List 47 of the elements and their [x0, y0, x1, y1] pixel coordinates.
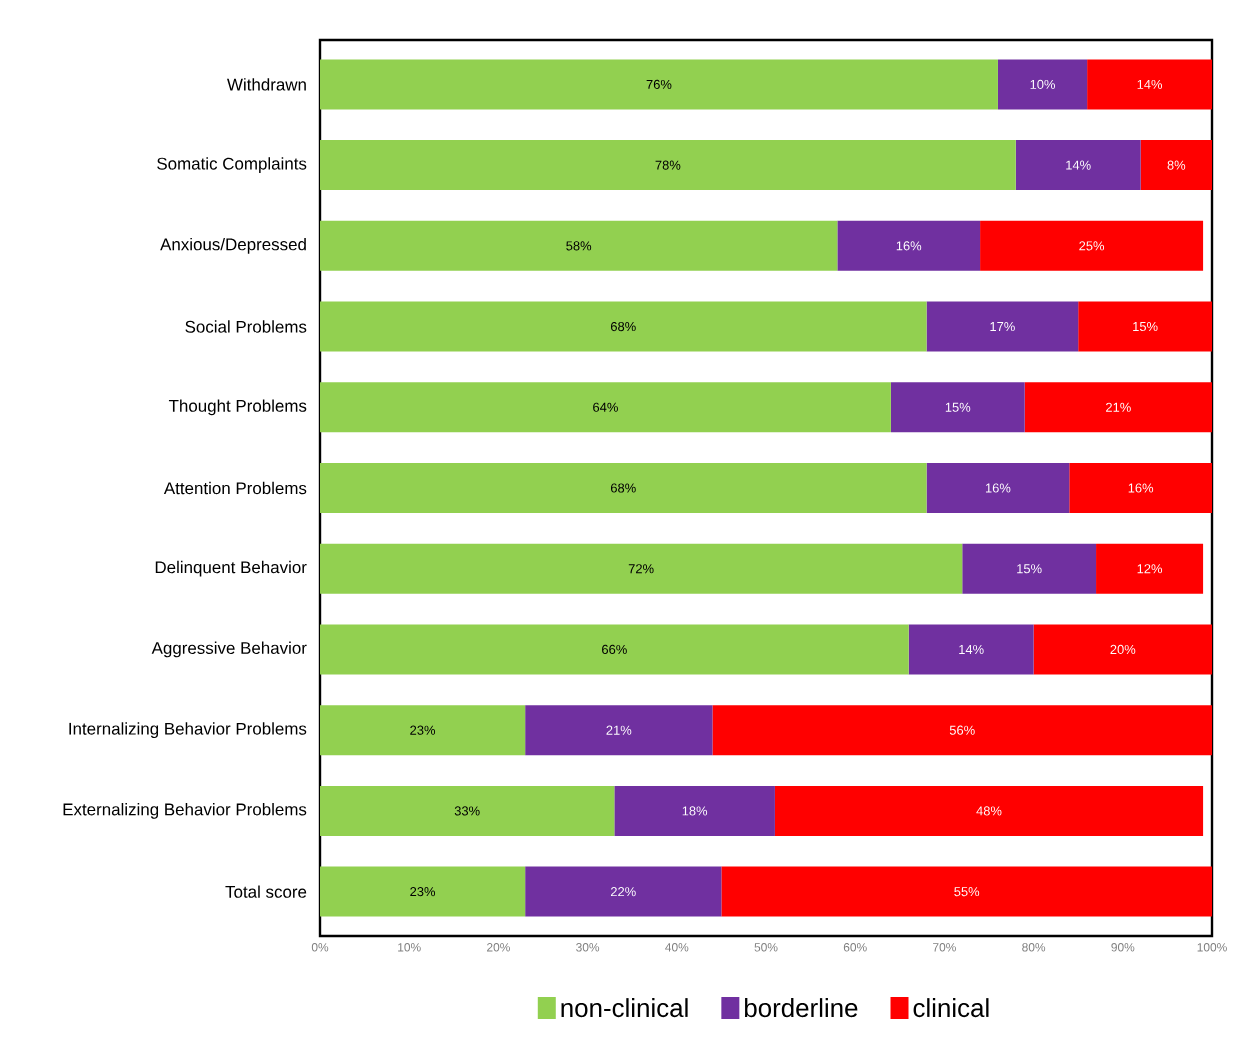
bar — [320, 220, 838, 271]
y-tick-label: Anxious/Depressed — [160, 237, 306, 254]
bar — [890, 382, 1025, 433]
bar — [997, 59, 1088, 110]
bar — [1087, 59, 1213, 110]
y-tick-label: Somatic Complaints — [157, 157, 307, 173]
bar — [1015, 140, 1141, 191]
bar — [926, 463, 1070, 514]
legend-label: clinical — [913, 998, 989, 1018]
bar — [908, 624, 1034, 675]
bar — [614, 785, 775, 836]
bar — [926, 301, 1079, 352]
y-tick-label: Thought Problems — [168, 399, 307, 416]
y-tick-label: Attention Problems — [163, 481, 307, 495]
y-tick-label: Total score — [225, 885, 307, 898]
bar — [837, 220, 981, 271]
y-tick-label: Social Problems — [185, 320, 307, 333]
bar — [320, 543, 963, 594]
bar — [1024, 382, 1213, 433]
bar — [1078, 301, 1213, 352]
bar — [320, 624, 909, 675]
bar — [525, 705, 713, 756]
bar — [320, 382, 891, 433]
bar — [320, 140, 1016, 191]
bar — [1140, 140, 1213, 191]
y-tick-label: Internalizing Behavior Problems — [69, 722, 307, 739]
bar — [1096, 543, 1204, 594]
y-tick-label: Delinquent Behavior — [155, 560, 307, 577]
bar — [980, 220, 1204, 271]
y-tick-label: Aggressive Behavior — [151, 641, 307, 658]
bar — [774, 785, 1204, 836]
legend-label: borderline — [744, 998, 858, 1018]
bar — [320, 785, 615, 836]
bar — [721, 866, 1213, 917]
bar — [320, 463, 927, 514]
bar — [962, 543, 1097, 594]
bar — [1033, 624, 1213, 675]
bar — [320, 705, 526, 756]
bar — [320, 59, 998, 110]
bar — [320, 301, 927, 352]
bar — [525, 866, 722, 917]
y-tick-label: Withdrawn — [227, 78, 306, 91]
y-tick-label: Externalizing Behavior Problems — [63, 802, 307, 819]
bar — [712, 705, 1213, 756]
bar — [320, 866, 526, 917]
legend-label: non-clinical — [561, 998, 688, 1018]
bar — [1069, 463, 1213, 514]
